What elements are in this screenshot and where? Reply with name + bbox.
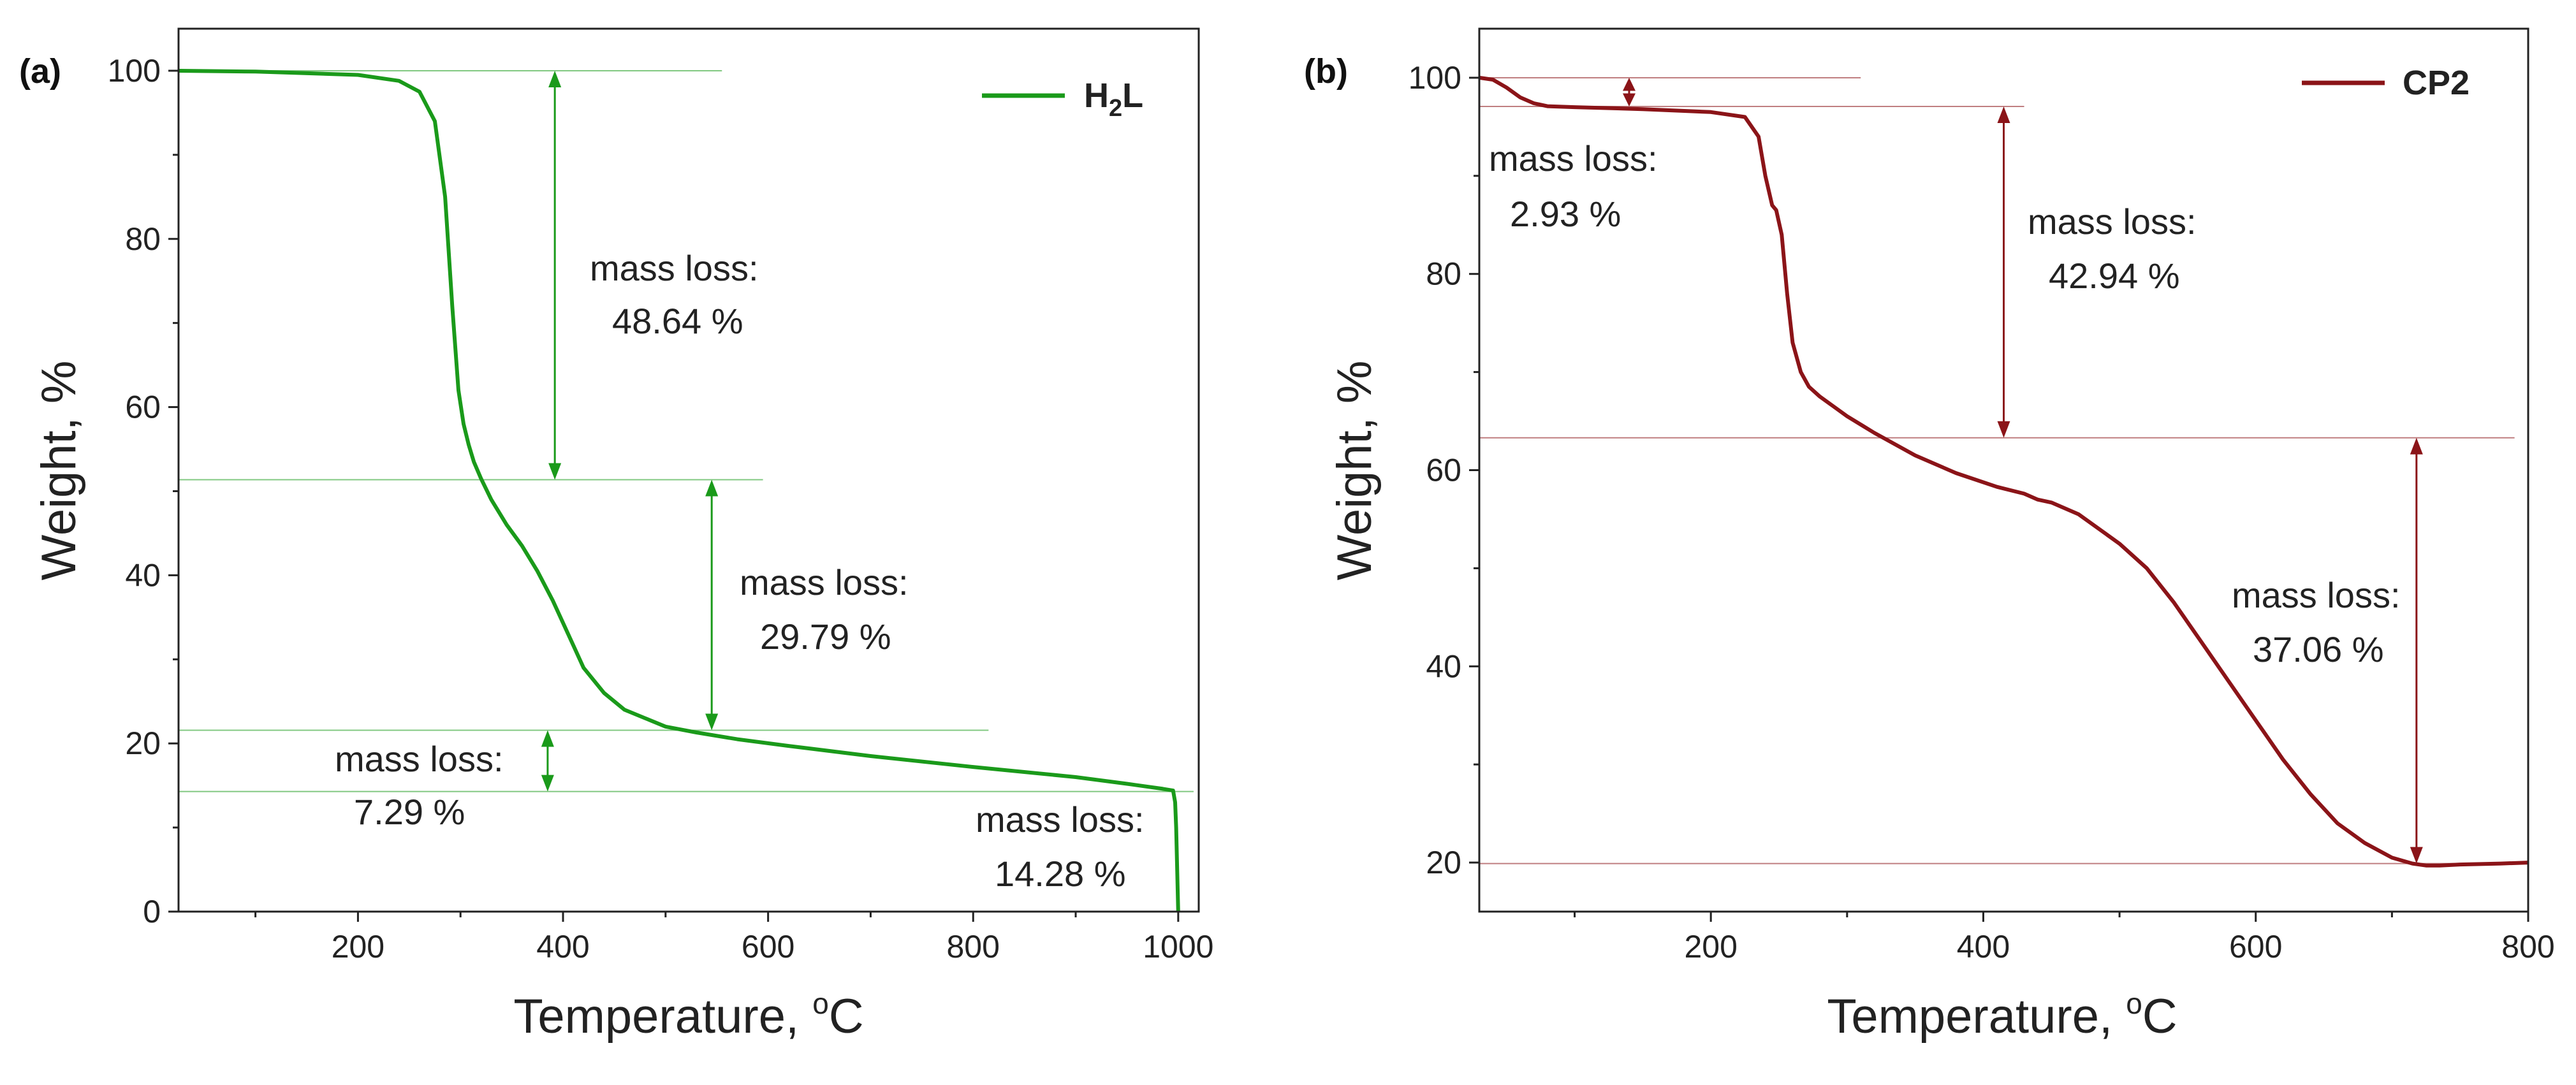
y-tick-label: 100	[108, 53, 161, 89]
x-tick-labels-a: 200 400 600 800 1000	[332, 929, 1214, 965]
annotation-value: 29.79 %	[760, 616, 891, 657]
x-tick-label: 800	[947, 929, 1000, 965]
y-axis-title-a: Weight, %	[32, 361, 86, 581]
y-tick-label: 40	[1426, 648, 1461, 684]
y-tick-labels-b: 20 40 60 80 100	[1409, 60, 1461, 880]
arrow-head-down	[541, 775, 554, 792]
arrow-head-down	[1623, 93, 1636, 107]
arrow-head-down	[2410, 847, 2423, 864]
annotation-a4: mass loss: 14.28 %	[976, 799, 1145, 894]
chart-panel-a: (a) 0 20 40 60 80 100 200 400 600 800 10…	[19, 27, 1214, 1044]
y-tick-label: 0	[143, 894, 161, 929]
y-tick-label: 60	[1426, 453, 1461, 488]
annotation-label: mass loss:	[2028, 201, 2197, 242]
x-tick-label: 400	[1957, 929, 2010, 965]
arrow-head-up	[2410, 437, 2423, 455]
reference-lines-a	[179, 69, 1194, 792]
x-tick-label: 1000	[1143, 929, 1213, 965]
annotation-value: 14.28 %	[995, 854, 1126, 894]
x-axis-title-text: Temperature,	[1827, 989, 2126, 1044]
annotation-value: 2.93 %	[1510, 194, 1621, 234]
degree-superscript: o	[812, 987, 829, 1020]
arrow-head-up	[548, 70, 562, 87]
legend-a: H2L	[982, 76, 1143, 122]
annotation-label: mass loss:	[976, 799, 1145, 840]
annotation-label: mass loss:	[1489, 138, 1658, 178]
axis-ticks-b	[1469, 76, 2529, 922]
panel-b-label: (b)	[1304, 52, 1348, 91]
annotation-b3: mass loss: 37.06 %	[2232, 575, 2401, 669]
mass-loss-arrows-b	[1623, 77, 2423, 864]
arrow-head-up	[541, 730, 554, 747]
y-tick-label: 20	[1426, 845, 1461, 880]
annotation-a1: mass loss: 48.64 %	[590, 248, 759, 341]
arrow-head-down	[1997, 421, 2010, 438]
annotation-label: mass loss:	[590, 248, 759, 288]
x-axis-title-b: Temperature, oC	[1827, 987, 2177, 1044]
x-tick-label: 400	[536, 929, 589, 965]
annotation-label: mass loss:	[740, 562, 909, 602]
annotation-a3: mass loss: 7.29 %	[335, 739, 504, 832]
y-tick-label: 60	[125, 390, 161, 425]
annotation-value: 48.64 %	[612, 301, 743, 341]
panel-a-label: (a)	[19, 52, 61, 91]
annotation-value: 42.94 %	[2049, 256, 2180, 296]
x-tick-label: 200	[332, 929, 384, 965]
mass-loss-arrow	[1623, 77, 1636, 107]
y-tick-label: 80	[1426, 256, 1461, 292]
legend-base: H	[1084, 76, 1109, 115]
y-tick-label: 40	[125, 557, 161, 593]
legend-label-cp2: CP2	[2403, 64, 2470, 102]
annotation-label: mass loss:	[335, 739, 504, 779]
chart-panel-b: (b) 20 40 60 80 100 200 400 600 800 Weig…	[1304, 27, 2555, 1044]
x-tick-label: 200	[1684, 929, 1737, 965]
y-tick-label: 80	[125, 221, 161, 257]
x-tick-label: 600	[2229, 929, 2282, 965]
y-tick-label: 20	[125, 725, 161, 761]
legend-label-h2l: H2L	[1084, 76, 1143, 122]
plot-frame-a	[177, 27, 1200, 913]
x-axis-unit: C	[829, 989, 864, 1044]
annotation-value: 37.06 %	[2253, 629, 2384, 669]
y-tick-label: 100	[1409, 60, 1461, 96]
legend-subscript: 2	[1109, 95, 1122, 122]
x-tick-label: 600	[742, 929, 794, 965]
arrow-head-down	[548, 463, 562, 480]
annotation-label: mass loss:	[2232, 575, 2401, 615]
arrow-head-up	[1623, 77, 1636, 91]
mass-loss-arrow	[2410, 437, 2423, 864]
mass-loss-arrow	[548, 70, 562, 480]
x-tick-labels-b: 200 400 600 800	[1684, 929, 2554, 965]
mass-loss-arrow	[705, 479, 719, 731]
legend-suffix: L	[1122, 76, 1143, 115]
y-tick-labels-a: 0 20 40 60 80 100	[108, 53, 161, 929]
arrow-head-up	[705, 479, 719, 497]
x-axis-title-a: Temperature, oC	[513, 987, 863, 1044]
x-axis-title-text: Temperature,	[513, 989, 812, 1044]
arrow-head-down	[705, 713, 719, 731]
annotation-b1: mass loss: 2.93 %	[1489, 138, 1658, 234]
series-line-h2l	[178, 69, 1180, 912]
x-axis-unit: C	[2142, 989, 2177, 1044]
mass-loss-arrows-a	[541, 70, 719, 792]
annotation-a2: mass loss: 29.79 %	[740, 562, 909, 657]
mass-loss-arrow	[1997, 106, 2010, 438]
arrow-head-up	[1997, 106, 2010, 124]
axis-ticks-a	[168, 69, 1180, 922]
series-line-cp2	[1479, 75, 2529, 868]
annotation-value: 7.29 %	[354, 792, 465, 832]
legend-b: CP2	[2302, 64, 2470, 102]
annotation-b2: mass loss: 42.94 %	[2028, 201, 2197, 296]
x-tick-label: 800	[2501, 929, 2554, 965]
y-axis-title-b: Weight, %	[1328, 361, 1382, 581]
mass-loss-arrow	[541, 730, 554, 792]
degree-superscript: o	[2126, 987, 2142, 1020]
